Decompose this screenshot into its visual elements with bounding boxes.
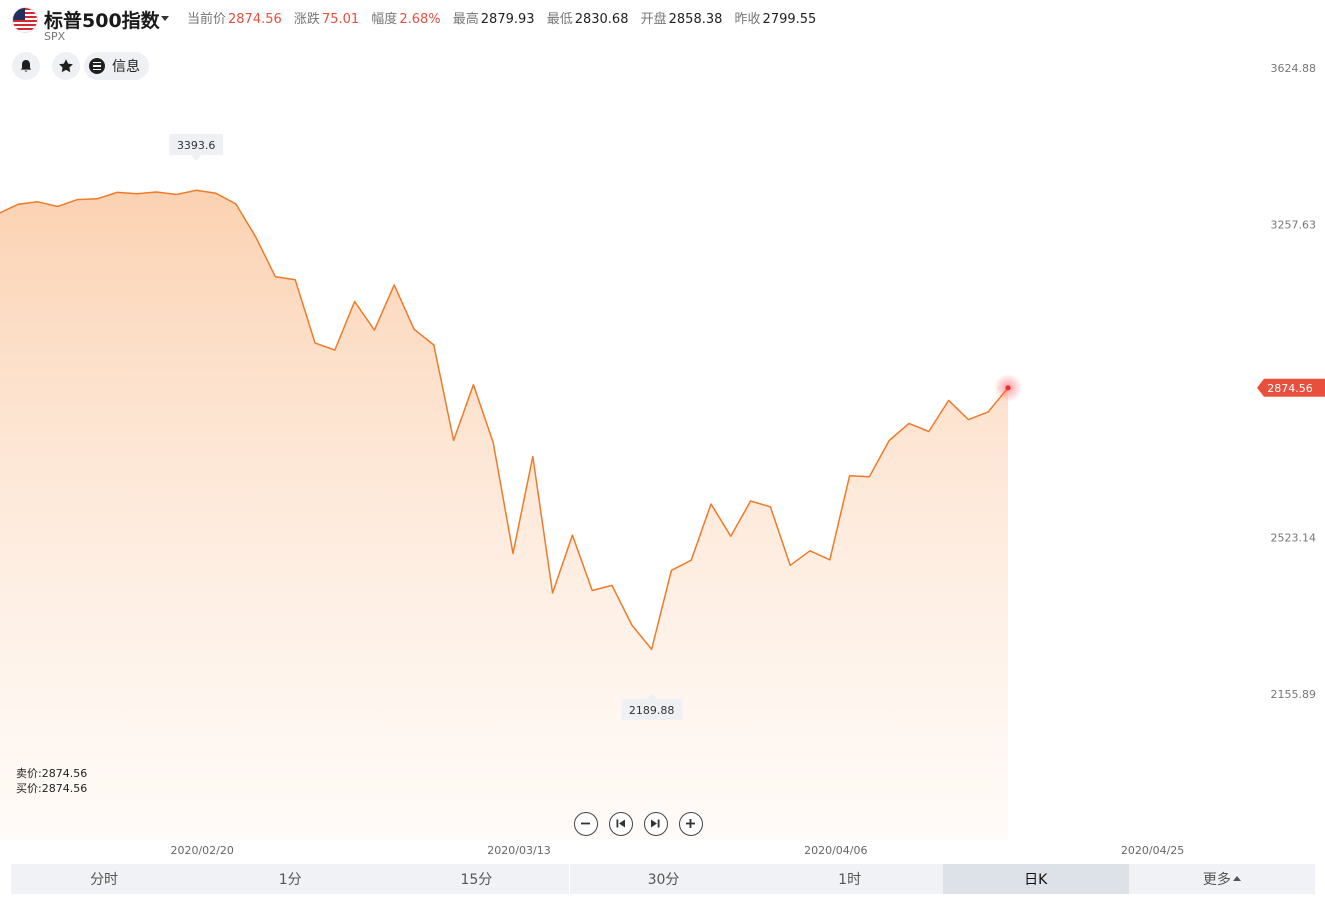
- max-label-box: [169, 134, 224, 155]
- quote-bar: 当前价 2874.56 涨跌 75.01 幅度 2.68% 最高 2879.93 最低 2…: [187, 8, 824, 27]
- max-value-label: 3393.6: [177, 139, 216, 152]
- x-tick-label: 2020/02/20: [170, 844, 233, 857]
- y-tick-label: 3624.88: [1271, 62, 1317, 75]
- quote-open: 开盘 2858.38: [640, 12, 723, 27]
- min-value-label: 2189.88: [629, 704, 675, 717]
- x-tick-label: 2020/03/13: [487, 844, 550, 857]
- price-line: [0, 189, 1009, 651]
- current-price-label: 2874.56: [1267, 382, 1313, 395]
- zoom-in-icon: [686, 819, 695, 828]
- period-tabs: 分时 1分 15分 30分 1时 日K 更多: [11, 864, 1315, 894]
- x-tick-label: 2020/04/25: [1121, 844, 1184, 857]
- quote-change-pct: 幅度 2.68%: [371, 12, 441, 27]
- quote-high: 最高 2879.93: [452, 12, 535, 27]
- symbol-code: SPX: [44, 30, 66, 43]
- info-button[interactable]: 信息: [84, 52, 149, 80]
- y-tick-label: 2155.89: [1271, 688, 1317, 701]
- info-label: 信息: [112, 59, 140, 75]
- skip-forward-button[interactable]: [644, 812, 668, 836]
- skip-forward-icon: [651, 819, 660, 828]
- min-label-pointer: [646, 693, 657, 699]
- us-flag-icon: [13, 8, 37, 32]
- favorite-button[interactable]: [52, 52, 80, 80]
- skip-back-icon: [616, 819, 625, 828]
- sell-price: 卖价:2874.56: [16, 767, 88, 780]
- zoom-out-icon: [581, 822, 590, 825]
- list-icon: [89, 58, 105, 74]
- buy-price: 买价:2874.56: [16, 782, 88, 795]
- current-price-dot: [1005, 385, 1011, 391]
- tab-more[interactable]: 更多: [1129, 864, 1315, 894]
- quote-change: 涨跌 75.01: [293, 12, 360, 27]
- tab-1hour[interactable]: 1时: [838, 872, 862, 888]
- skip-back-button[interactable]: [609, 812, 633, 836]
- quote-prev-close: 昨收 2799.55: [734, 12, 817, 27]
- max-label-pointer: [191, 155, 202, 161]
- bell-icon: [20, 60, 32, 72]
- tab-timeshare[interactable]: 分时: [90, 872, 119, 888]
- caret-up-icon: [1232, 875, 1241, 881]
- tab-1min[interactable]: 1分: [278, 872, 302, 888]
- quote-low: 最低 2830.68: [546, 12, 629, 27]
- price-area: [0, 190, 1008, 840]
- tab-daily-k[interactable]: 日K: [942, 864, 1129, 894]
- zoom-in-button[interactable]: [679, 812, 703, 836]
- chevron-down-icon[interactable]: [161, 16, 169, 21]
- x-tick-label: 2020/04/06: [804, 844, 867, 857]
- tab-15min[interactable]: 15分: [460, 872, 493, 888]
- zoom-out-button[interactable]: [574, 812, 598, 836]
- y-tick-label: 3257.63: [1271, 219, 1317, 232]
- quote-current: 当前价 2874.56: [187, 12, 282, 27]
- min-label-box: [621, 699, 683, 720]
- alert-button[interactable]: [12, 52, 40, 80]
- y-tick-label: 2523.14: [1271, 532, 1317, 545]
- symbol-name[interactable]: 标普500指数: [44, 10, 160, 32]
- current-price-tag: [1257, 378, 1325, 397]
- tab-30min[interactable]: 30分: [569, 864, 756, 894]
- star-icon: [59, 59, 73, 73]
